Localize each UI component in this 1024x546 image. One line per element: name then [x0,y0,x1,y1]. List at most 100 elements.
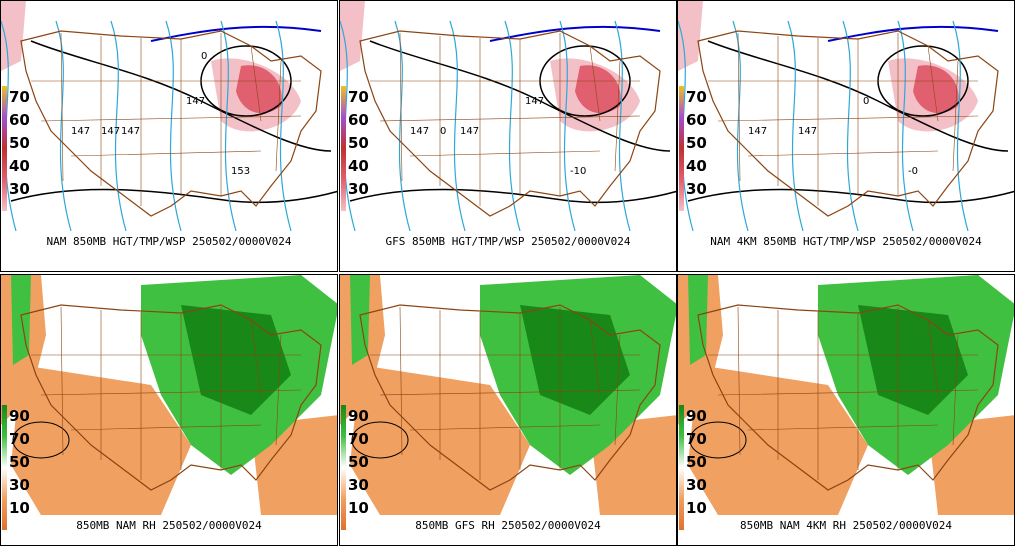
isotherm-line [504,20,521,232]
contour-label: 147 [798,126,818,137]
legend-value: 50 [348,134,369,152]
legend-value: 30 [348,180,369,198]
map-canvas [340,275,676,517]
state-border [747,424,939,431]
legend-value: 70 [348,430,369,448]
legend-value: 50 [686,134,707,152]
map-panel-6: 90 70 50 30 10 850MB NAM 4KM RH 250502/0000V0… [677,274,1015,546]
isotherm-line [614,20,631,232]
legend-value: 60 [9,111,30,129]
coastline [20,30,322,217]
legend-value: 30 [348,476,369,494]
legend-value: 10 [348,499,369,517]
state-border [589,45,601,122]
legend-value: 40 [348,157,369,175]
state-border [589,319,601,396]
height-contour [707,40,1009,152]
legend-value: 60 [686,111,707,129]
isotherm-line [220,20,237,232]
legend-value: 50 [9,453,30,471]
state-border [737,32,741,182]
state-border [717,389,979,396]
isotherm-line [449,20,466,232]
isotherm-line [559,20,576,232]
isotherm-line [952,20,969,232]
legend: 70 60 50 40 30 [9,86,30,201]
panel-caption: NAM 850MB HGT/TMP/WSP 250502/0000V024 [46,235,292,248]
state-border [275,60,282,172]
moist-core [181,305,291,415]
contour-label: 147 [71,126,91,137]
map-canvas [1,1,337,232]
state-border [717,115,979,122]
panel-caption: GFS 850MB HGT/TMP/WSP 250502/0000V024 [385,235,631,248]
legend-value: 10 [9,499,30,517]
legend-value: 50 [9,134,30,152]
map-panel-1: 147 147 147 153 147 0 70 60 50 40 30 NAM 850MB HGT/… [0,0,338,272]
coastline [359,30,661,217]
legend-value: 30 [9,180,30,198]
map-panel-3: 147 147 0 -0 70 60 50 40 30 NAM 4KM 850MB HGT/TMP… [677,0,1015,272]
contour-label: 0 [201,51,208,62]
height-contour [687,188,1014,204]
rh-contour [351,421,409,459]
state-border [737,306,741,456]
legend-color-bar [341,405,346,530]
wind-shading [913,65,959,114]
state-border [409,424,601,431]
state-border [379,115,641,122]
height-contour [10,188,337,204]
legend-value: 60 [348,111,369,129]
wind-shading [236,65,282,114]
legend: 90 70 50 30 10 [686,405,707,520]
panel-caption: NAM 4KM 850MB HGT/TMP/WSP 250502/0000V02… [710,235,982,248]
state-border [952,60,959,172]
map-canvas [678,275,1014,517]
height-contour [369,40,671,152]
isotherm-line [842,20,859,232]
map-panel-5: 90 70 50 30 10 850MB GFS RH 250502/0000V024 [339,274,677,546]
panel-caption: 850MB GFS RH 250502/0000V024 [415,519,601,532]
legend-value: 70 [9,88,30,106]
coastline [20,304,322,491]
moist-core [858,305,968,415]
contour-label: 147 [410,126,430,137]
contour-label: 153 [231,166,251,177]
map-canvas [1,275,337,517]
contour-label: -0 [908,166,918,177]
state-border [409,150,601,157]
legend-value: 40 [9,157,30,175]
wind-shading [575,65,621,114]
rh-contour [12,421,70,459]
state-border [250,45,262,122]
legend-value: 90 [686,407,707,425]
coastline [359,304,661,491]
state-border [399,306,403,456]
contour-label: 147 [748,126,768,137]
state-border [379,389,641,396]
state-border [927,319,939,396]
legend-value: 30 [686,476,707,494]
contour-label: 0 [863,96,870,107]
height-contour [349,188,676,204]
legend-color-bar [341,86,346,211]
state-border [70,150,262,157]
freezing-isotherm [827,25,999,42]
state-border [747,150,939,157]
contour-label: 147 [121,126,141,137]
state-border [614,334,621,446]
contour-label: 0 [440,126,447,137]
legend: 70 60 50 40 30 [686,86,707,201]
map-canvas [340,1,676,232]
contour-label: 147 [101,126,121,137]
state-border [40,115,302,122]
legend-value: 90 [9,407,30,425]
isotherm-line [275,20,292,232]
state-border [250,319,262,396]
freezing-isotherm [489,25,661,42]
legend-value: 10 [686,499,707,517]
contour-label: 147 [525,96,545,107]
contour-label: 147 [460,126,480,137]
legend-color-bar [679,86,684,211]
